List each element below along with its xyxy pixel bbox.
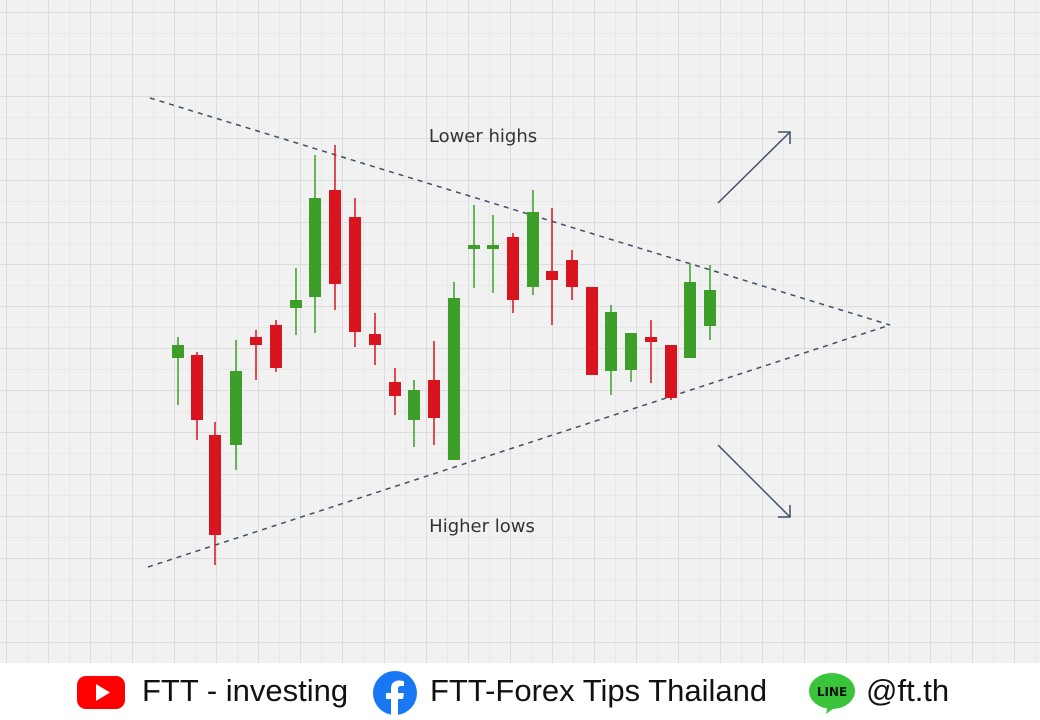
candle-body <box>487 245 499 249</box>
candle-body <box>566 260 578 287</box>
candle-body <box>428 380 440 418</box>
candle-body <box>309 198 321 297</box>
line-icon-text: LINE <box>817 685 847 699</box>
candle-body <box>172 345 184 358</box>
candle-body <box>448 298 460 460</box>
line-icon[interactable]: LINE <box>808 672 856 716</box>
candle-body <box>191 355 203 420</box>
candle-body <box>704 290 716 326</box>
arrow-down <box>717 444 791 518</box>
support-line <box>147 324 891 568</box>
candle-body <box>230 371 242 445</box>
facebook-name[interactable]: FTT-Forex Tips Thailand <box>430 673 768 708</box>
candle-body <box>625 333 637 370</box>
arrow-up <box>717 131 791 204</box>
candle-body <box>665 345 677 398</box>
candle-body <box>684 282 696 358</box>
candle-body <box>349 217 361 332</box>
line-name[interactable]: @ft.th <box>866 673 950 708</box>
candle-body <box>250 337 262 345</box>
candle-body <box>468 245 480 249</box>
candle-body <box>329 190 341 284</box>
candles <box>172 145 716 565</box>
candle-body <box>605 312 617 371</box>
candle-body <box>408 390 420 420</box>
candle-body <box>270 325 282 368</box>
chart: Lower highs Higher lows <box>147 97 891 568</box>
youtube-icon[interactable] <box>77 673 125 711</box>
youtube-name[interactable]: FTT - investing <box>142 673 349 708</box>
footer: FTT - investing FTT-Forex Tips Thailand … <box>0 663 1040 720</box>
chart-paper: Lower highs Higher lows <box>0 0 1040 663</box>
bottom-label: Higher lows <box>429 516 535 537</box>
candle-body <box>209 435 221 535</box>
candle-body <box>389 382 401 396</box>
candle-body <box>586 287 598 375</box>
candle-body <box>645 337 657 342</box>
candle-body <box>546 271 558 280</box>
top-label: Lower highs <box>429 126 537 147</box>
candle-body <box>507 237 519 300</box>
candle-body <box>290 300 302 308</box>
candle-body <box>369 334 381 345</box>
facebook-icon[interactable] <box>373 671 417 715</box>
candle-body <box>527 212 539 287</box>
